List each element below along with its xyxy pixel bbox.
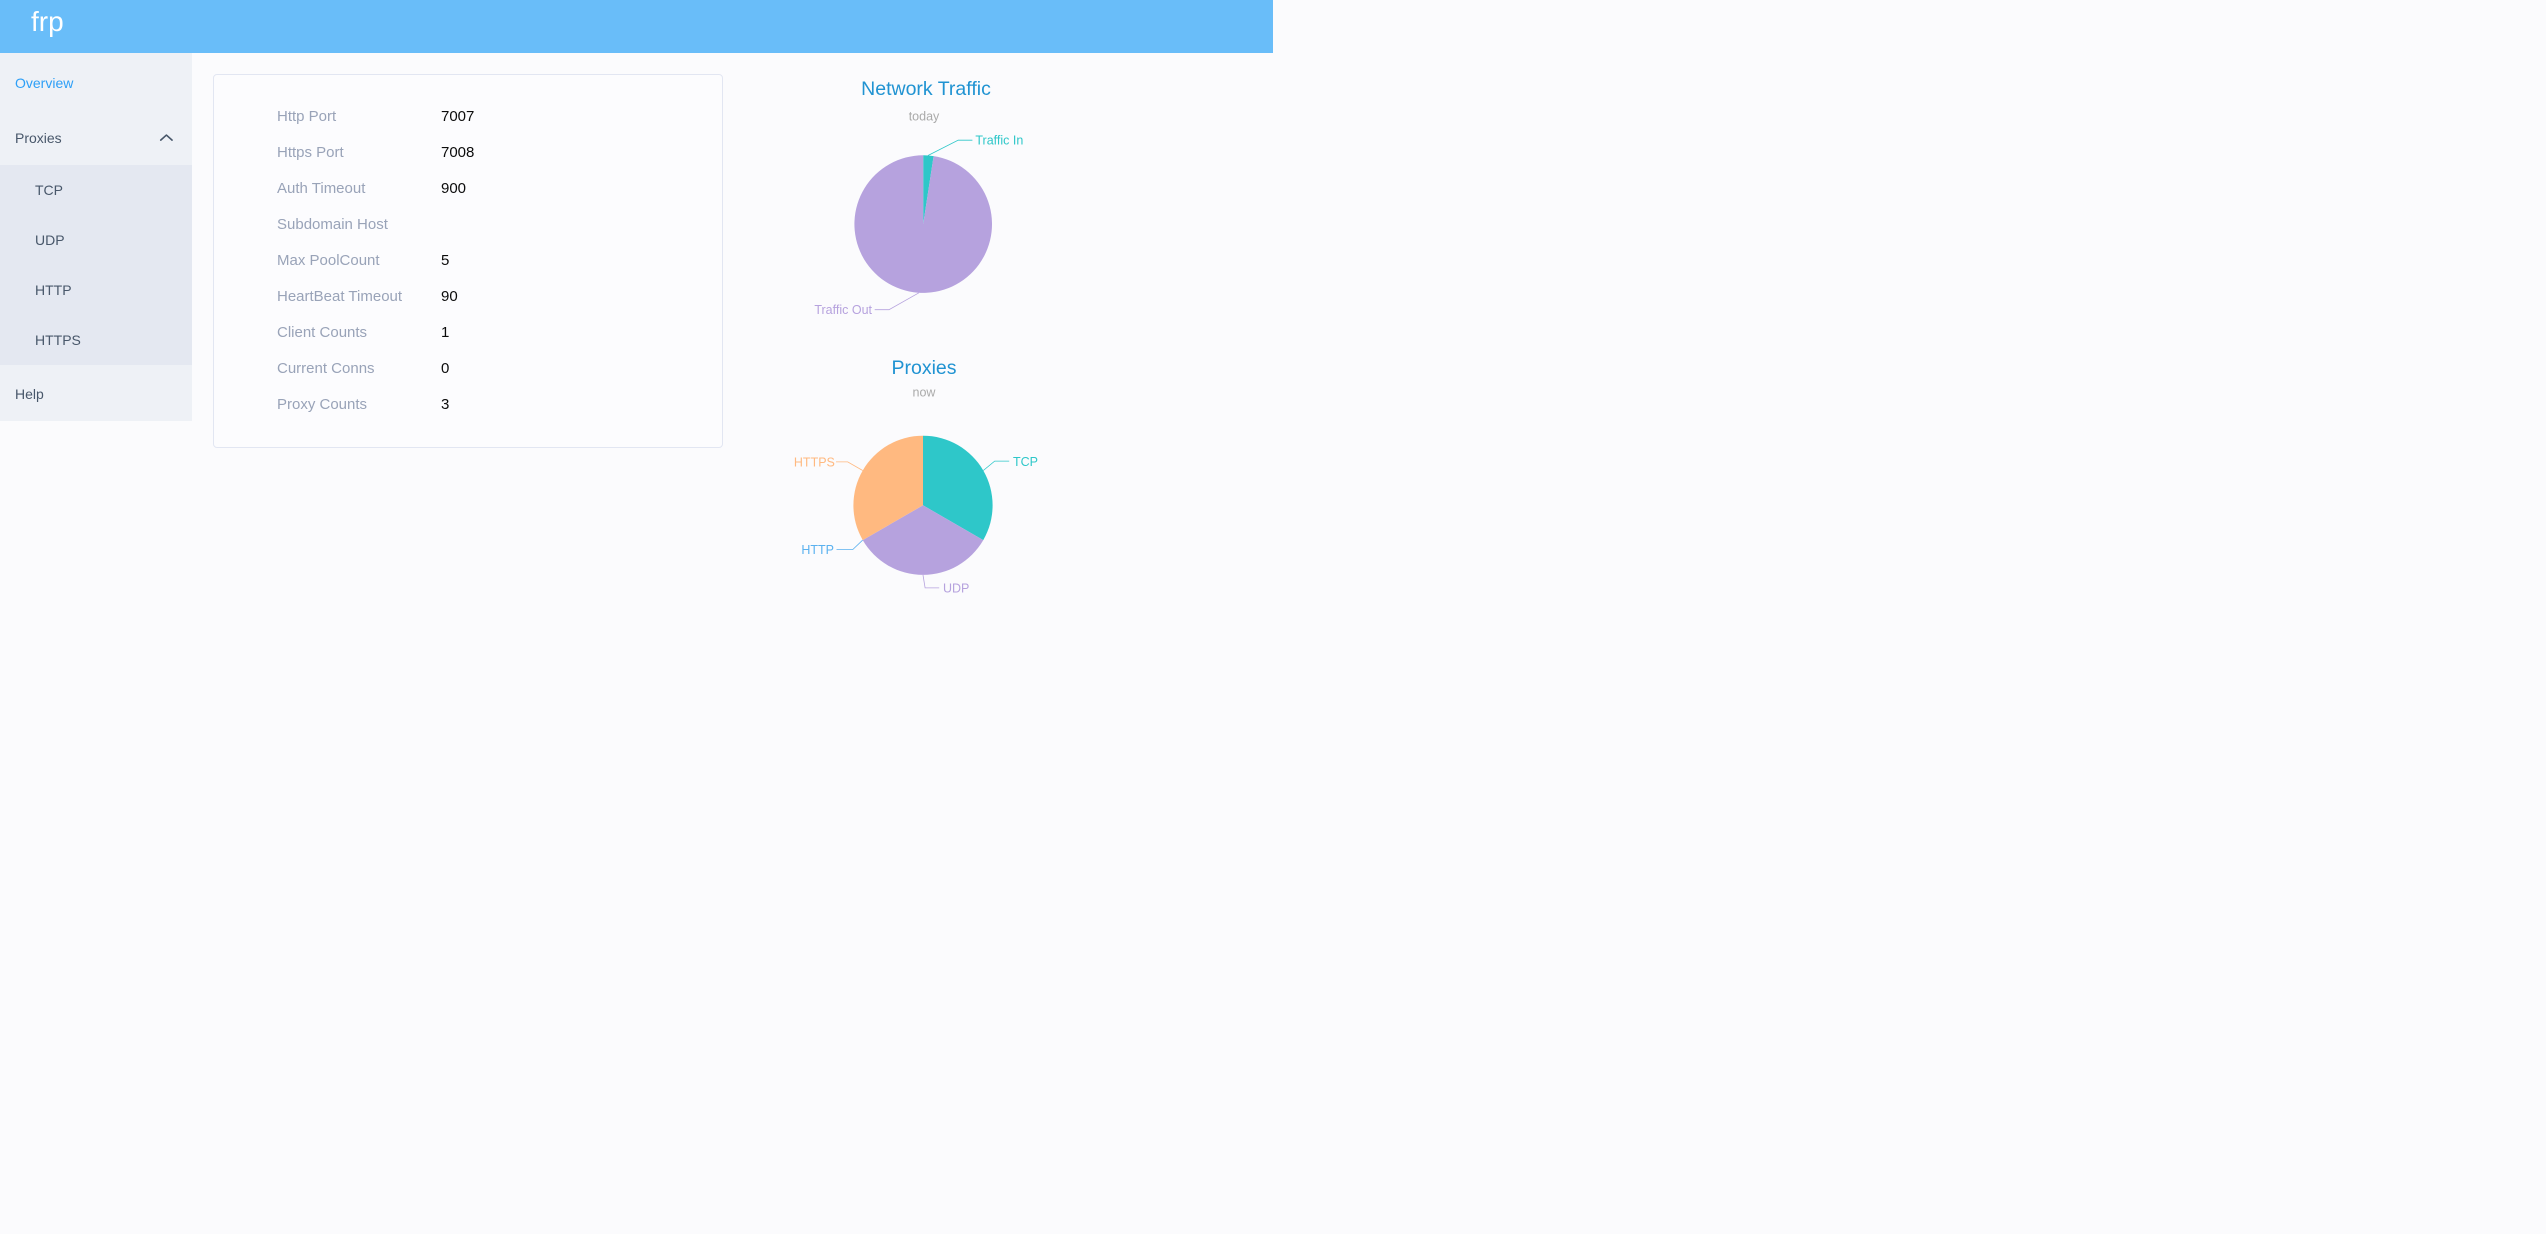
svg-text:UDP: UDP [943, 581, 969, 595]
svg-text:HTTPS: HTTPS [794, 455, 835, 469]
svg-text:Proxies: Proxies [891, 357, 956, 379]
svg-text:Network Traffic: Network Traffic [861, 78, 991, 100]
svg-text:now: now [913, 386, 937, 400]
svg-text:TCP: TCP [1013, 455, 1038, 469]
svg-text:today: today [909, 110, 940, 124]
svg-text:HTTP: HTTP [801, 543, 834, 557]
svg-text:Traffic Out: Traffic Out [814, 303, 872, 317]
svg-text:Traffic In: Traffic In [975, 134, 1023, 148]
